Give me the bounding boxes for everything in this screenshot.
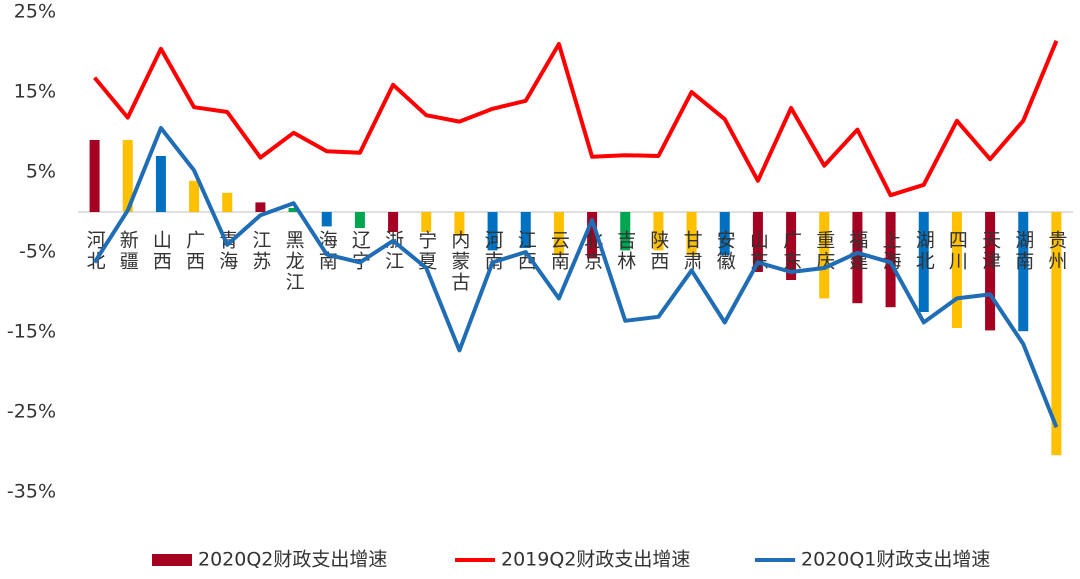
- y-tick-label: -25%: [7, 401, 56, 423]
- bar: [354, 212, 365, 228]
- bar: [587, 212, 598, 259]
- bar: [1018, 212, 1029, 332]
- bar: [951, 212, 962, 328]
- bar: [852, 212, 863, 304]
- line: [92, 126, 1059, 428]
- x-tick-label: 黑龙江: [283, 230, 305, 293]
- bar: [189, 180, 200, 212]
- x-tick-label: 浙江: [382, 230, 404, 272]
- legend-label: 2020Q1财政支出增速: [801, 549, 990, 571]
- line: [93, 40, 1059, 198]
- bar: [885, 212, 896, 308]
- x-tick-label: 甘肃: [681, 230, 703, 272]
- y-tick-label: -5%: [19, 241, 56, 263]
- y-tick-label: 25%: [14, 1, 56, 23]
- y-tick-label: -15%: [7, 321, 56, 343]
- x-tick-label: 辽宁: [349, 230, 371, 272]
- bar: [520, 212, 531, 248]
- bar: [786, 212, 797, 280]
- bar: [487, 212, 498, 251]
- legend-label: 2019Q2财政支出增速: [501, 549, 690, 571]
- legend-label: 2020Q2财政支出增速: [198, 549, 387, 571]
- x-tick-label: 山西: [150, 230, 172, 272]
- x-tick-label: 陕西: [647, 230, 669, 272]
- bar: [155, 156, 166, 212]
- x-tick-label: 云南: [548, 230, 570, 272]
- bar: [255, 202, 266, 212]
- x-tick-label: 吉林: [614, 230, 636, 272]
- bar: [620, 212, 631, 251]
- bar: [719, 212, 730, 256]
- bar: [288, 208, 299, 212]
- x-tick-label: 内蒙古: [448, 230, 470, 293]
- bar: [222, 192, 233, 212]
- bar: [819, 212, 830, 299]
- legend-swatch: [152, 554, 192, 566]
- x-tick-label: 天津: [979, 230, 1001, 272]
- bar: [686, 212, 697, 256]
- x-tick-label: 贵州: [1045, 230, 1067, 272]
- bar: [918, 212, 929, 312]
- bar: [421, 212, 432, 232]
- x-tick-label: 山东: [747, 230, 769, 272]
- bar: [321, 212, 332, 227]
- x-tick-label: 广西: [183, 230, 205, 272]
- bar: [388, 212, 399, 232]
- x-tick-label: 新疆: [117, 230, 139, 272]
- bar: [653, 212, 664, 251]
- y-tick-label: 5%: [26, 161, 56, 183]
- x-tick-label: 湖北: [913, 230, 935, 272]
- bar: [752, 212, 763, 272]
- bar: [454, 212, 465, 236]
- bar: [89, 140, 100, 212]
- x-tick-label: 安徽: [714, 230, 736, 272]
- bar: [122, 140, 133, 212]
- y-tick-label: -35%: [7, 481, 56, 503]
- x-tick-label: 江苏: [249, 230, 271, 272]
- x-tick-label: 湖南: [1012, 230, 1034, 272]
- x-tick-label: 广东: [780, 230, 802, 272]
- bar: [985, 212, 996, 331]
- bar: [1051, 212, 1062, 456]
- y-tick-label: 15%: [14, 81, 56, 103]
- x-tick-label: 重庆: [813, 230, 835, 272]
- x-tick-label: 四川: [946, 230, 968, 272]
- bar: [553, 212, 564, 256]
- x-tick-label: 河北: [84, 230, 106, 272]
